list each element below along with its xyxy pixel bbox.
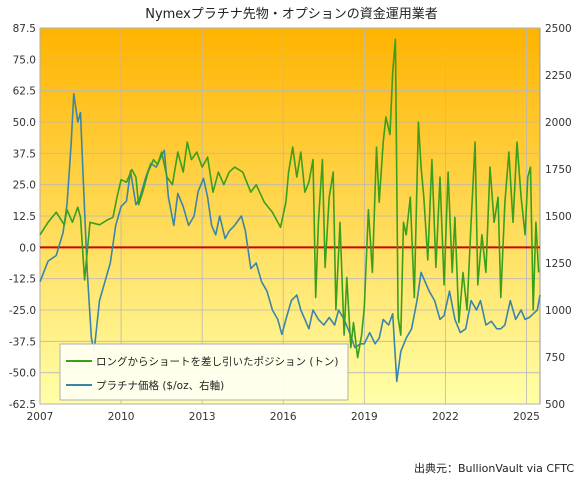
right-tick-label: 1250 bbox=[545, 258, 572, 270]
left-axis: 87.5 75.0 62.5 50.0 37.5 25.0 12.5 0.0 -12.5 -25.… bbox=[9, 23, 36, 411]
left-tick-label: 0.0 bbox=[19, 242, 36, 254]
chart-title: Nymexプラチナ先物・オプションの資金運用業者 bbox=[145, 6, 438, 22]
x-tick-label: 2019 bbox=[351, 411, 378, 423]
right-tick-label: 2250 bbox=[545, 70, 572, 82]
x-tick-label: 2025 bbox=[513, 411, 540, 423]
source-note: 出典元：BullionVault via CFTC bbox=[414, 461, 574, 475]
left-tick-label: 25.0 bbox=[13, 180, 36, 192]
x-tick-label: 2013 bbox=[189, 411, 216, 423]
legend-label-platinum-price: プラチナ価格 ($/oz、右軸) bbox=[96, 379, 224, 392]
right-tick-label: 2500 bbox=[545, 23, 572, 35]
right-tick-label: 750 bbox=[545, 352, 565, 364]
right-tick-label: 2000 bbox=[545, 117, 572, 129]
x-tick-label: 2010 bbox=[108, 411, 135, 423]
series-layer bbox=[39, 38, 541, 383]
left-tick-label: -37.5 bbox=[9, 336, 36, 348]
left-tick-label: 75.0 bbox=[13, 54, 36, 66]
left-tick-label: 62.5 bbox=[13, 86, 36, 98]
grid-lines bbox=[39, 27, 540, 405]
legend-box bbox=[59, 343, 349, 401]
right-axis: 2500 2250 2000 1750 1500 1250 1000 750 500 bbox=[545, 23, 572, 411]
left-tick-label: -62.5 bbox=[9, 399, 36, 411]
x-tick-label: 2007 bbox=[27, 411, 54, 423]
legend: ロングからショートを差し引いたポジション (トン) プラチナ価格 ($/oz、右… bbox=[59, 343, 349, 401]
left-tick-label: -50.0 bbox=[9, 368, 36, 380]
right-tick-label: 500 bbox=[545, 399, 565, 411]
x-tick-label: 2022 bbox=[432, 411, 459, 423]
x-tick-label: 2016 bbox=[270, 411, 297, 423]
left-tick-label: 37.5 bbox=[13, 148, 36, 160]
right-tick-label: 1000 bbox=[545, 305, 572, 317]
left-tick-label: 50.0 bbox=[13, 117, 36, 129]
platinum-price-line bbox=[39, 93, 541, 383]
right-tick-label: 1500 bbox=[545, 211, 572, 223]
right-tick-label: 1750 bbox=[545, 164, 572, 176]
left-tick-label: -12.5 bbox=[9, 274, 36, 286]
left-tick-label: 12.5 bbox=[13, 211, 36, 223]
x-axis: 2007 2010 2013 2016 2019 2022 2025 bbox=[27, 411, 540, 423]
net-position-line bbox=[39, 38, 540, 359]
left-tick-label: 87.5 bbox=[13, 23, 36, 35]
legend-label-net-position: ロングからショートを差し引いたポジション (トン) bbox=[96, 355, 339, 368]
left-tick-label: -25.0 bbox=[9, 305, 36, 317]
